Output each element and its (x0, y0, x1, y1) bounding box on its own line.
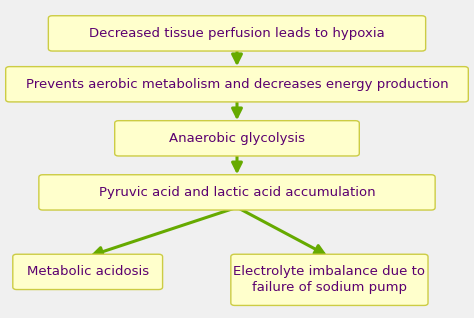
FancyBboxPatch shape (13, 254, 163, 289)
FancyBboxPatch shape (6, 67, 468, 102)
Text: Pyruvic acid and lactic acid accumulation: Pyruvic acid and lactic acid accumulatio… (99, 186, 375, 199)
Text: Decreased tissue perfusion leads to hypoxia: Decreased tissue perfusion leads to hypo… (89, 27, 385, 40)
FancyBboxPatch shape (115, 121, 359, 156)
Text: Electrolyte imbalance due to
failure of sodium pump: Electrolyte imbalance due to failure of … (233, 265, 426, 294)
Text: Prevents aerobic metabolism and decreases energy production: Prevents aerobic metabolism and decrease… (26, 78, 448, 91)
Text: Anaerobic glycolysis: Anaerobic glycolysis (169, 132, 305, 145)
FancyBboxPatch shape (39, 175, 435, 210)
Text: Metabolic acidosis: Metabolic acidosis (27, 266, 149, 278)
FancyBboxPatch shape (231, 254, 428, 305)
FancyBboxPatch shape (48, 16, 426, 51)
